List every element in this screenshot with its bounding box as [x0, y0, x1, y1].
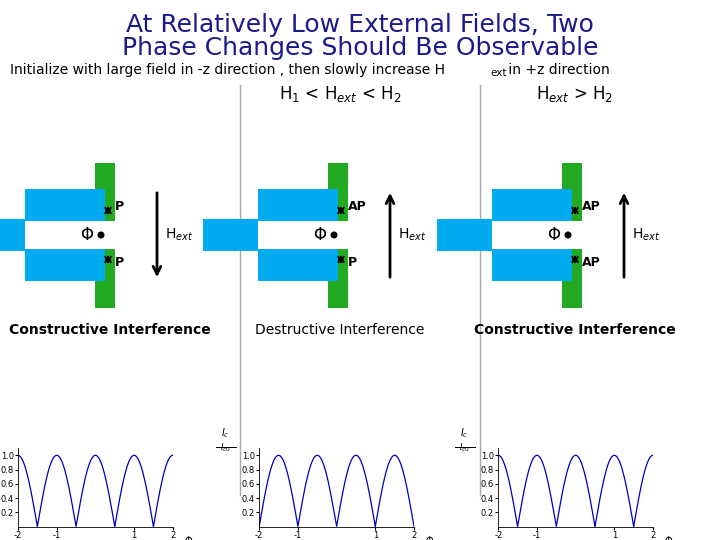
Bar: [492, 189, 572, 221]
Text: in +z direction: in +z direction: [504, 63, 610, 77]
Text: P: P: [348, 256, 357, 269]
Text: $\Phi$: $\Phi$: [425, 535, 434, 540]
Circle shape: [97, 232, 104, 239]
Bar: [25, 249, 105, 281]
Text: At Relatively Low External Fields, Two: At Relatively Low External Fields, Two: [126, 13, 594, 37]
Text: P: P: [115, 256, 124, 269]
Text: $I_{c0}$: $I_{c0}$: [459, 441, 469, 454]
Text: ext: ext: [490, 68, 506, 78]
Text: H$_{ext}$: H$_{ext}$: [398, 227, 426, 243]
Bar: [560, 221, 584, 249]
Bar: [95, 163, 115, 307]
Bar: [492, 249, 572, 281]
Text: Initialize with large field in -z direction , then slowly increase H: Initialize with large field in -z direct…: [10, 63, 445, 77]
Text: AP: AP: [582, 200, 600, 213]
Text: $\Phi$: $\Phi$: [184, 535, 193, 540]
Bar: [25, 189, 105, 221]
Text: $\Phi$: $\Phi$: [547, 226, 561, 244]
Bar: [258, 249, 338, 281]
Text: Constructive Interference: Constructive Interference: [9, 323, 211, 337]
Bar: [562, 163, 582, 307]
Text: $\Phi$: $\Phi$: [313, 226, 327, 244]
Text: P: P: [115, 200, 124, 213]
Bar: [437, 219, 492, 251]
Bar: [258, 189, 338, 221]
Text: H$_1$ < H$_{ext}$ < H$_2$: H$_1$ < H$_{ext}$ < H$_2$: [279, 84, 401, 104]
Text: $I_c$: $I_c$: [460, 427, 469, 441]
Text: Phase Changes Should Be Observable: Phase Changes Should Be Observable: [122, 36, 598, 60]
Bar: [328, 163, 348, 307]
Bar: [326, 221, 350, 249]
Text: $I_{c0}$: $I_{c0}$: [220, 441, 230, 454]
Bar: [0, 219, 25, 251]
Text: Constructive Interference: Constructive Interference: [474, 323, 676, 337]
Text: AP: AP: [582, 256, 600, 269]
Text: $I_c$: $I_c$: [221, 427, 230, 441]
Text: AP: AP: [348, 200, 366, 213]
Circle shape: [330, 232, 338, 239]
Bar: [93, 221, 117, 249]
Text: H$_{ext}$: H$_{ext}$: [165, 227, 194, 243]
Bar: [203, 219, 258, 251]
Text: $\Phi$: $\Phi$: [80, 226, 94, 244]
Text: H$_{ext}$ > H$_2$: H$_{ext}$ > H$_2$: [536, 84, 613, 104]
Text: H$_{ext}$: H$_{ext}$: [632, 227, 660, 243]
Circle shape: [564, 232, 572, 239]
Text: Destructive Interference: Destructive Interference: [256, 323, 425, 337]
Text: $\Phi$: $\Phi$: [664, 535, 673, 540]
